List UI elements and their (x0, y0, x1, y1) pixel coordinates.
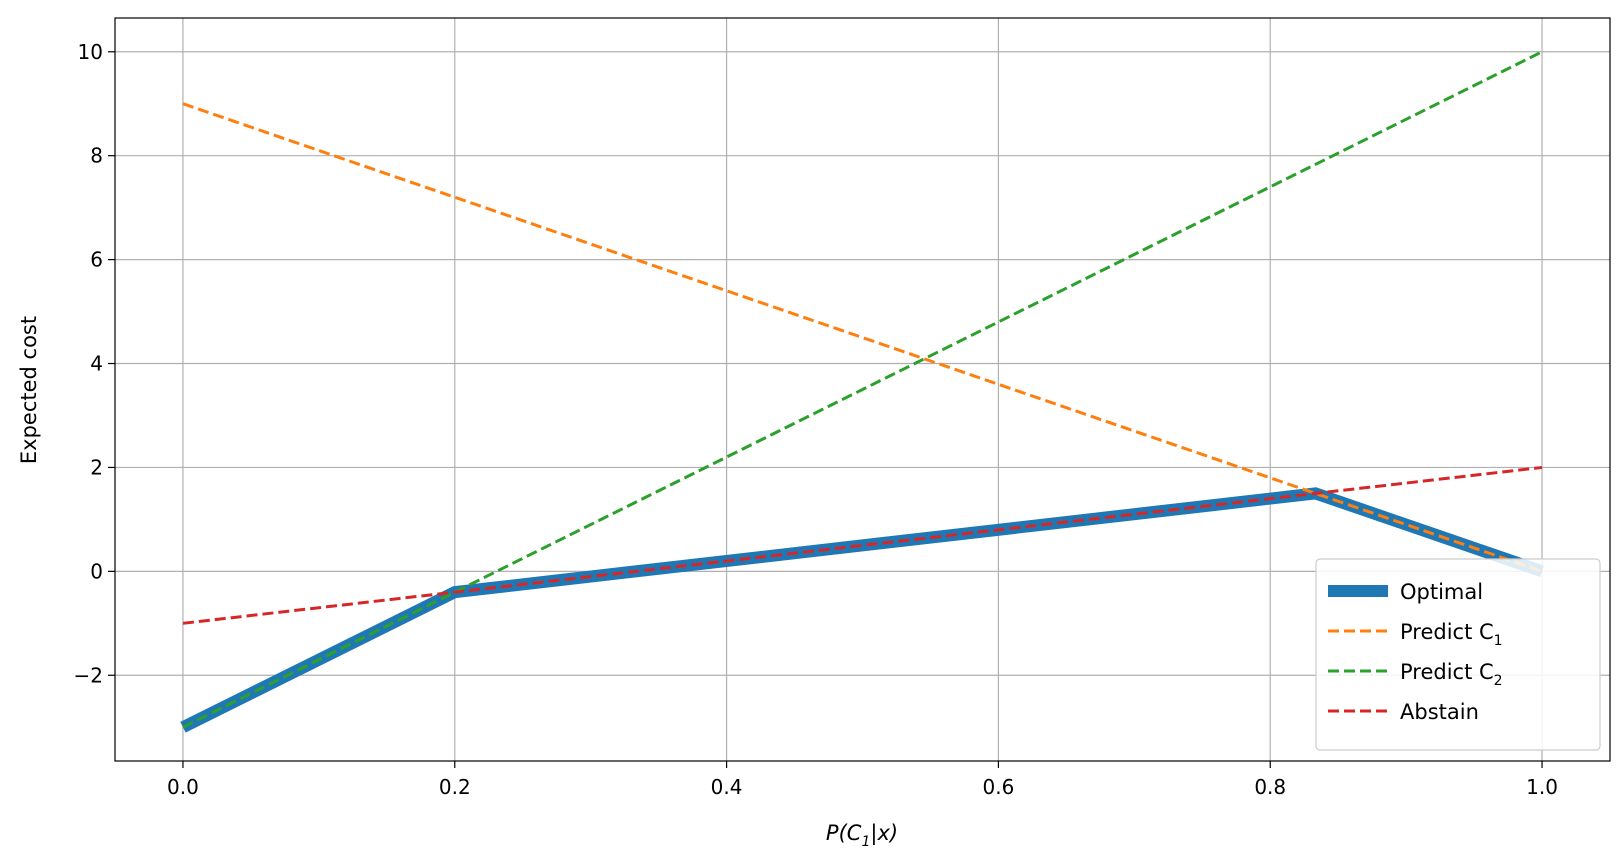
legend-entry: Predict C1 (1400, 620, 1503, 649)
y-tick-label: 10 (78, 40, 103, 64)
y-axis-label: Expected cost (17, 316, 41, 464)
x-tick-label: 0.0 (167, 775, 199, 799)
plot-frame (114, 17, 1611, 762)
x-tick-label: 0.8 (1254, 775, 1286, 799)
legend-entry: Predict C2 (1400, 660, 1503, 689)
legend-entry: Abstain (1400, 700, 1479, 724)
y-tick-label: 8 (90, 144, 103, 168)
series-layer (180, 50, 1544, 733)
series-line-abstain (182, 465, 1543, 625)
x-tick-label: 1.0 (1526, 775, 1558, 799)
x-tick-label: 0.4 (711, 775, 743, 799)
series-line-predict-c2 (182, 50, 1543, 729)
y-tick-label: −2 (74, 663, 103, 687)
ticks: 0.0 0.2 0.4 0.6 0.8 1.0 −2 0 2 4 6 8 10 (74, 40, 1558, 799)
legend: Optimal Predict C1 Predict C2 Abstain (1315, 558, 1601, 751)
legend-entry: Optimal (1400, 580, 1483, 604)
y-tick-label: 0 (90, 559, 103, 583)
y-tick-label: 2 (90, 455, 103, 479)
legend-frame (1315, 558, 1601, 751)
y-tick-label: 4 (90, 352, 103, 376)
x-axis-label: P(C1|x) (826, 821, 898, 850)
x-tick-label: 0.6 (983, 775, 1015, 799)
x-tick-label: 0.2 (439, 775, 471, 799)
y-tick-label: 6 (90, 248, 103, 272)
